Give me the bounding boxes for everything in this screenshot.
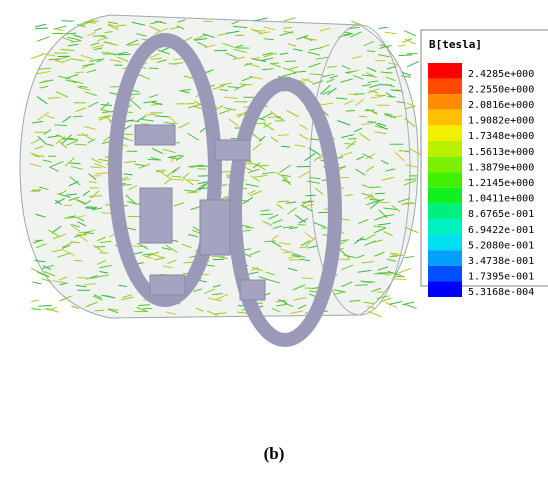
legend-label: 2.2550e+000 bbox=[468, 84, 534, 95]
legend-label: 6.9422e-001 bbox=[468, 225, 534, 236]
legend-swatch bbox=[428, 110, 462, 126]
arrow bbox=[156, 171, 164, 172]
arrow bbox=[346, 111, 355, 112]
arrow bbox=[37, 37, 50, 42]
legend-label: 1.3879e+000 bbox=[468, 162, 534, 173]
arrow bbox=[31, 300, 39, 301]
arrow bbox=[54, 29, 63, 31]
legend-swatch bbox=[428, 141, 462, 157]
figure: B[tesla] 2.4285e+000 2.2550e+000 2.0816e+0… bbox=[0, 0, 548, 495]
arrow bbox=[351, 21, 360, 24]
arrow bbox=[89, 196, 102, 197]
legend-swatch bbox=[428, 266, 462, 282]
legend-label: 5.2080e-001 bbox=[468, 240, 534, 251]
arrow bbox=[260, 214, 272, 215]
legend-label: 1.7395e-001 bbox=[468, 272, 534, 283]
legend-label: 2.0816e+000 bbox=[468, 100, 534, 111]
legend-swatch bbox=[428, 63, 462, 79]
legend-swatch bbox=[428, 203, 462, 219]
legend-swatch bbox=[428, 219, 462, 235]
arrow bbox=[379, 27, 388, 28]
legend-label: 1.5613e+000 bbox=[468, 147, 534, 158]
legend-label: 3.4738e-001 bbox=[468, 256, 534, 267]
arrow bbox=[285, 61, 296, 62]
arrow bbox=[384, 32, 396, 34]
arrow bbox=[398, 45, 406, 46]
legend-swatch bbox=[428, 79, 462, 95]
legend-swatch bbox=[428, 235, 462, 251]
arrow bbox=[101, 52, 110, 53]
arrow bbox=[405, 257, 414, 258]
legend-swatch bbox=[428, 125, 462, 141]
legend-label: 5.3168e-004 bbox=[468, 287, 534, 298]
arrow bbox=[32, 190, 41, 191]
legend-swatch bbox=[428, 172, 462, 188]
arrow bbox=[375, 193, 385, 194]
legend-label: 1.2145e+000 bbox=[468, 178, 534, 189]
arrow bbox=[389, 301, 402, 304]
arrow bbox=[407, 61, 419, 66]
arrow bbox=[35, 24, 46, 27]
legend-label: 8.6765e-001 bbox=[468, 209, 534, 220]
arrow bbox=[283, 28, 291, 29]
legend-swatch bbox=[428, 157, 462, 173]
arrow bbox=[327, 66, 337, 67]
arrow bbox=[35, 28, 48, 29]
arrow bbox=[404, 31, 416, 36]
arrow bbox=[149, 68, 158, 69]
arrow bbox=[33, 282, 41, 284]
arrow bbox=[389, 256, 397, 257]
arrow bbox=[379, 298, 391, 302]
arrow bbox=[39, 305, 52, 306]
arrow bbox=[398, 268, 411, 273]
legend-swatch bbox=[428, 188, 462, 204]
arrow bbox=[375, 95, 386, 96]
legend-label: 1.0411e+000 bbox=[468, 194, 534, 205]
arrow bbox=[255, 18, 268, 21]
arrow bbox=[31, 309, 40, 310]
legend-label: 1.7348e+000 bbox=[468, 131, 534, 142]
arrow bbox=[399, 55, 413, 56]
arrow bbox=[117, 25, 126, 26]
legend-label: 2.4285e+000 bbox=[468, 69, 534, 80]
arrow bbox=[369, 311, 382, 316]
caption: (b) bbox=[264, 444, 285, 463]
arrow bbox=[394, 279, 407, 280]
arrow bbox=[173, 179, 184, 180]
arrow bbox=[110, 87, 118, 88]
arrow bbox=[70, 163, 81, 164]
arrow bbox=[355, 285, 368, 286]
legend-title: B[tesla] bbox=[429, 38, 482, 51]
legend-swatch bbox=[428, 281, 462, 297]
arrow bbox=[284, 18, 295, 21]
arrow bbox=[87, 207, 98, 208]
arrow bbox=[396, 276, 405, 277]
legend-label: 1.9082e+000 bbox=[468, 116, 534, 127]
arrow bbox=[118, 54, 130, 55]
arrow bbox=[404, 203, 414, 204]
legend-swatch bbox=[428, 94, 462, 110]
arrow bbox=[31, 55, 43, 59]
arrow bbox=[73, 116, 83, 117]
arrow bbox=[368, 122, 376, 123]
legend-swatch bbox=[428, 250, 462, 266]
arrow bbox=[402, 302, 415, 305]
arrow bbox=[169, 64, 177, 65]
arrow bbox=[211, 256, 225, 257]
field-plot bbox=[20, 15, 421, 340]
